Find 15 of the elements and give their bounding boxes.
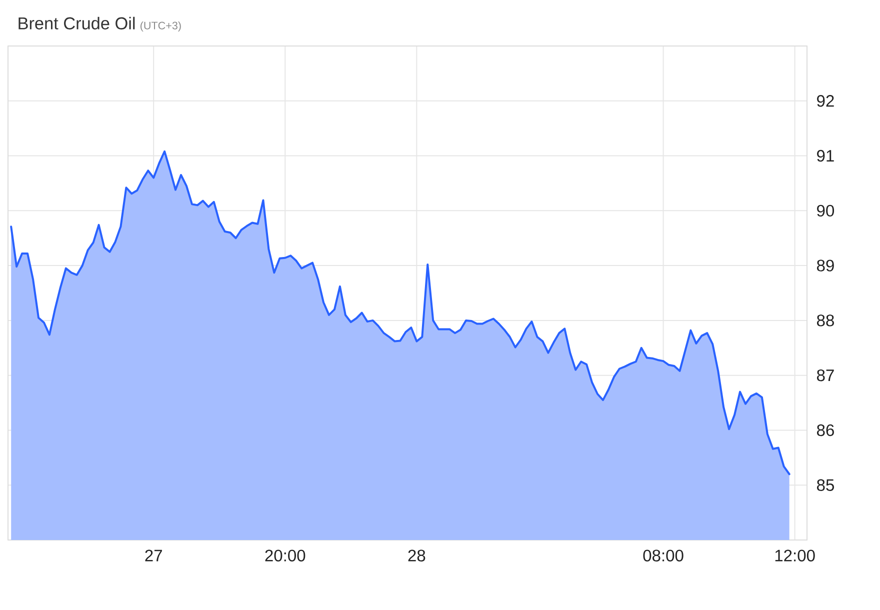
chart-title: Brent Crude Oil xyxy=(18,16,135,30)
y-tick-label: 88 xyxy=(816,314,834,326)
x-tick-label: 12:00 xyxy=(775,550,815,562)
x-tick-label: 28 xyxy=(408,550,426,562)
y-tick-label: 92 xyxy=(817,95,834,107)
y-tick-label: 86 xyxy=(816,424,834,436)
x-tick-label: 20:00 xyxy=(265,550,306,562)
y-tick-label: 85 xyxy=(816,479,834,491)
x-tick-label: 27 xyxy=(145,550,162,562)
y-tick-label: 89 xyxy=(816,260,834,272)
y-tick-label: 91 xyxy=(817,150,834,162)
y-tick-label: 87 xyxy=(816,369,834,382)
chart-subtitle: (UTC+3) xyxy=(140,21,181,32)
x-tick-label: 08:00 xyxy=(643,550,684,562)
y-tick-label: 90 xyxy=(817,204,834,217)
